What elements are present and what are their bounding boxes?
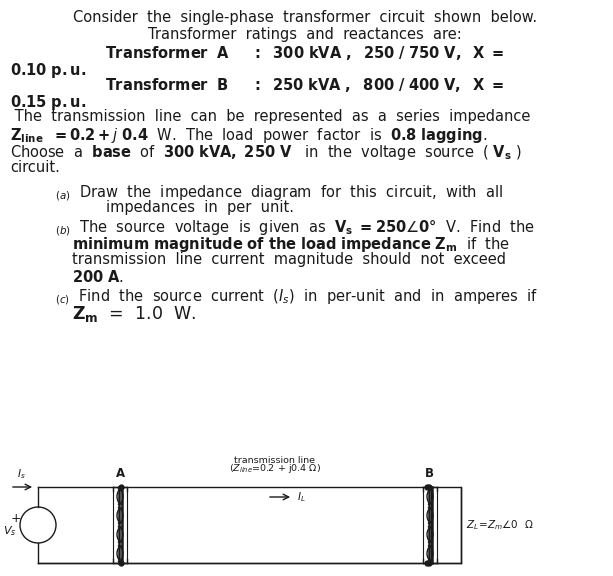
Text: $_{(c)}$  Find  the  source  current  ($I_s$)  in  per-unit  and  in  amperes  i: $_{(c)}$ Find the source current ($I_s$)… xyxy=(55,287,538,306)
Text: ($Z_{line}$=0.2 + j0.4 $\Omega$): ($Z_{line}$=0.2 + j0.4 $\Omega$) xyxy=(229,462,321,475)
Text: $\mathbf{0.15\ p.u.}$: $\mathbf{0.15\ p.u.}$ xyxy=(10,93,86,112)
Text: Choose  a  $\mathbf{base}$  of  $\mathbf{300\ kVA,\ 250\ V}$   in  the  voltage : Choose a $\mathbf{base}$ of $\mathbf{300… xyxy=(10,143,522,162)
Text: $_{(a)}$  Draw  the  impedance  diagram  for  this  circuit,  with  all: $_{(a)}$ Draw the impedance diagram for … xyxy=(55,183,503,203)
Text: $\mathbf{0.10\ p.u.}$: $\mathbf{0.10\ p.u.}$ xyxy=(10,61,86,80)
Text: $\mathbf{minimum\ magnitude\ of\ the\ load\ impedance\ Z_m}$  if  the: $\mathbf{minimum\ magnitude\ of\ the\ lo… xyxy=(72,235,510,254)
Text: $I_s$: $I_s$ xyxy=(17,467,25,481)
Text: +: + xyxy=(10,513,21,525)
Text: impedances  in  per  unit.: impedances in per unit. xyxy=(106,200,294,215)
Text: $\mathbf{Transformer\ \ B\ \ \ \ \ :\ \ 250\ kVA\ ,\ \ 800\ /\ 400\ V,\ \ X\ =}$: $\mathbf{Transformer\ \ B\ \ \ \ \ :\ \ … xyxy=(105,76,504,94)
Text: $Z_L\!=\!Z_m\angle 0\ \ \Omega$: $Z_L\!=\!Z_m\angle 0\ \ \Omega$ xyxy=(465,518,533,532)
Text: Consider  the  single-phase  transformer  circuit  shown  below.: Consider the single-phase transformer ci… xyxy=(73,10,537,25)
Bar xyxy=(430,487,460,563)
Text: $I_L$: $I_L$ xyxy=(297,490,306,504)
Text: circuit.: circuit. xyxy=(10,160,60,175)
Text: $_{(b)}$  The  source  voltage  is  given  as  $\mathbf{V_s}$ $\mathbf{=250}$∠$\: $_{(b)}$ The source voltage is given as … xyxy=(55,218,535,238)
Text: $V_s$: $V_s$ xyxy=(3,524,17,538)
Text: $\mathbf{Transformer\ \ A\ \ \ \ \ :\ \ 300\ kVA\ ,\ \ 250\ /\ 750\ V,\ \ X\ =}$: $\mathbf{Transformer\ \ A\ \ \ \ \ :\ \ … xyxy=(105,44,504,62)
Text: transmission  line  current  magnitude  should  not  exceed: transmission line current magnitude shou… xyxy=(72,252,506,267)
Text: Transformer  ratings  and  reactances  are:: Transformer ratings and reactances are: xyxy=(148,27,462,42)
Text: The  transmission  line  can  be  represented  as  a  series  impedance: The transmission line can be represented… xyxy=(10,109,530,124)
Text: $\mathbf{200\ A}$.: $\mathbf{200\ A}$. xyxy=(72,269,124,285)
Text: B: B xyxy=(425,467,434,480)
Text: $\mathbf{Z_m}$  =  1.0  W.: $\mathbf{Z_m}$ = 1.0 W. xyxy=(72,304,196,324)
Text: transmission line: transmission line xyxy=(235,456,316,465)
Text: A: A xyxy=(116,467,125,480)
Text: $\mathbf{Z}_{\mathbf{line}}$  $\mathbf{=0.2+\mathit{j}\ 0.4}$  W.  The  load  po: $\mathbf{Z}_{\mathbf{line}}$ $\mathbf{=0… xyxy=(10,126,487,145)
